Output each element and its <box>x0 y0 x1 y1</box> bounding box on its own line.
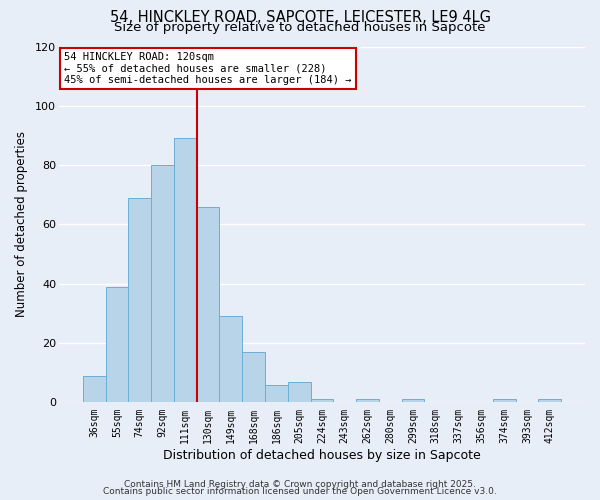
Bar <box>242 352 265 403</box>
Bar <box>493 400 515 402</box>
Bar <box>174 138 197 402</box>
Bar <box>288 382 311 402</box>
Text: Contains HM Land Registry data © Crown copyright and database right 2025.: Contains HM Land Registry data © Crown c… <box>124 480 476 489</box>
Bar <box>197 206 220 402</box>
Bar <box>356 400 379 402</box>
Bar <box>265 384 288 402</box>
Text: Contains public sector information licensed under the Open Government Licence v3: Contains public sector information licen… <box>103 487 497 496</box>
Bar <box>220 316 242 402</box>
X-axis label: Distribution of detached houses by size in Sapcote: Distribution of detached houses by size … <box>163 450 481 462</box>
Text: 54 HINCKLEY ROAD: 120sqm
← 55% of detached houses are smaller (228)
45% of semi-: 54 HINCKLEY ROAD: 120sqm ← 55% of detach… <box>64 52 352 85</box>
Bar <box>151 165 174 402</box>
Bar <box>538 400 561 402</box>
Bar <box>311 400 334 402</box>
Bar <box>106 287 128 403</box>
Text: Size of property relative to detached houses in Sapcote: Size of property relative to detached ho… <box>114 21 486 34</box>
Bar <box>128 198 151 402</box>
Text: 54, HINCKLEY ROAD, SAPCOTE, LEICESTER, LE9 4LG: 54, HINCKLEY ROAD, SAPCOTE, LEICESTER, L… <box>110 10 491 25</box>
Bar <box>83 376 106 402</box>
Bar <box>401 400 424 402</box>
Y-axis label: Number of detached properties: Number of detached properties <box>15 132 28 318</box>
